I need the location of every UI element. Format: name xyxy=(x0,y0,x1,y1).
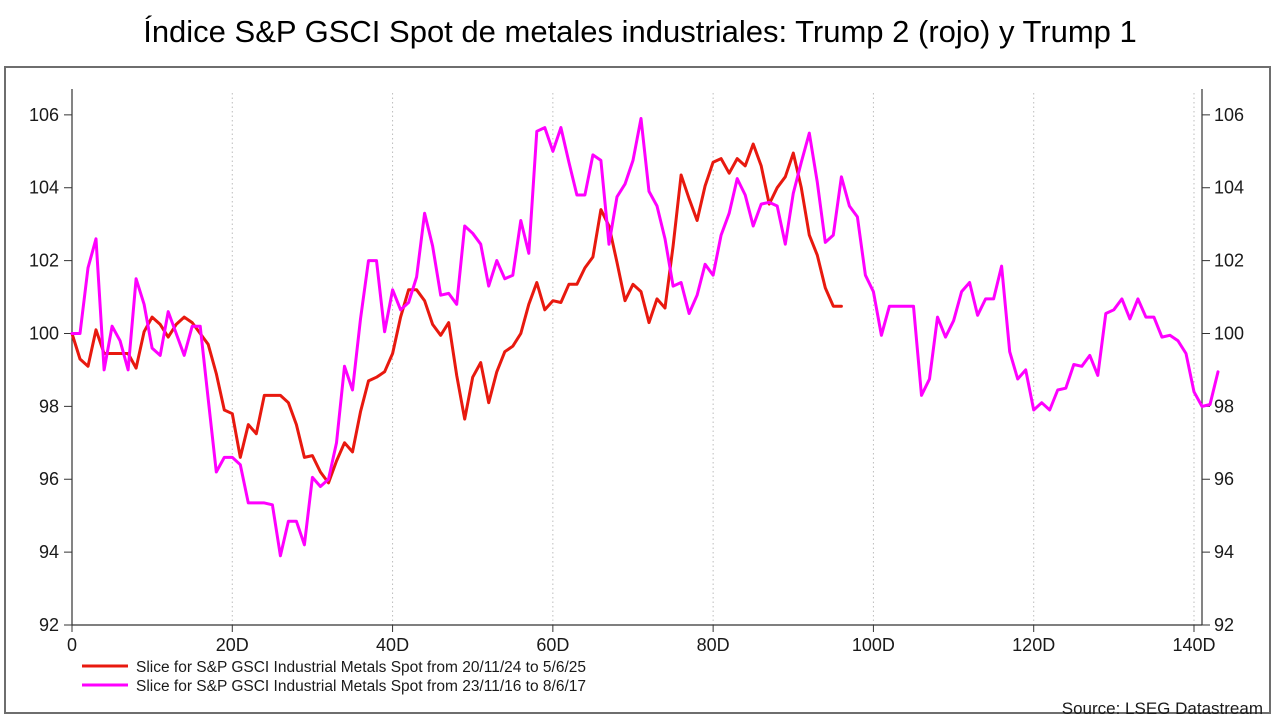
legend-label-trump1: Slice for S&P GSCI Industrial Metals Spo… xyxy=(136,678,586,695)
x-tick-label: 20D xyxy=(216,635,249,655)
axis-layer: 92 92 94 94 96 96 98 98 100 100 102 102 104 104 106 106… xyxy=(29,89,1244,655)
y-tick-label-left: 96 xyxy=(39,469,59,489)
y-tick-label-left: 98 xyxy=(39,396,59,416)
source-note: Source: LSEG Datastream xyxy=(1062,699,1263,718)
legend-label-trump2: Slice for S&P GSCI Industrial Metals Spo… xyxy=(136,659,586,676)
y-tick-label-left: 92 xyxy=(39,615,59,635)
y-tick-label-left: 104 xyxy=(29,178,59,198)
legend: Slice for S&P GSCI Industrial Metals Spo… xyxy=(82,659,586,695)
y-tick-label-right: 96 xyxy=(1214,469,1234,489)
x-tick-label: 120D xyxy=(1012,635,1055,655)
y-tick-label-left: 102 xyxy=(29,251,59,271)
y-tick-label-right: 94 xyxy=(1214,542,1234,562)
y-tick-label-right: 104 xyxy=(1214,178,1244,198)
x-tick-label: 100D xyxy=(852,635,895,655)
y-tick-label-right: 102 xyxy=(1214,251,1244,271)
x-tick-label: 40D xyxy=(376,635,409,655)
series-line-trump1 xyxy=(70,117,1220,558)
y-tick-label-right: 98 xyxy=(1214,396,1234,416)
y-tick-label-left: 100 xyxy=(29,323,59,343)
chart-frame xyxy=(4,66,1271,714)
x-tick-label: 60D xyxy=(536,635,569,655)
series-line-trump2 xyxy=(70,142,843,485)
y-tick-label-left: 94 xyxy=(39,542,59,562)
y-tick-label-left: 106 xyxy=(29,105,59,125)
y-tick-label-right: 92 xyxy=(1214,615,1234,635)
chart-title: Índice S&P GSCI Spot de metales industri… xyxy=(143,14,1137,49)
grid-layer xyxy=(231,93,1195,625)
y-tick-label-right: 106 xyxy=(1214,105,1244,125)
x-tick-label: 80D xyxy=(697,635,730,655)
series-layer xyxy=(70,117,1220,558)
y-tick-label-right: 100 xyxy=(1214,323,1244,343)
x-tick-label: 0 xyxy=(67,635,77,655)
x-tick-label: 140D xyxy=(1172,635,1215,655)
